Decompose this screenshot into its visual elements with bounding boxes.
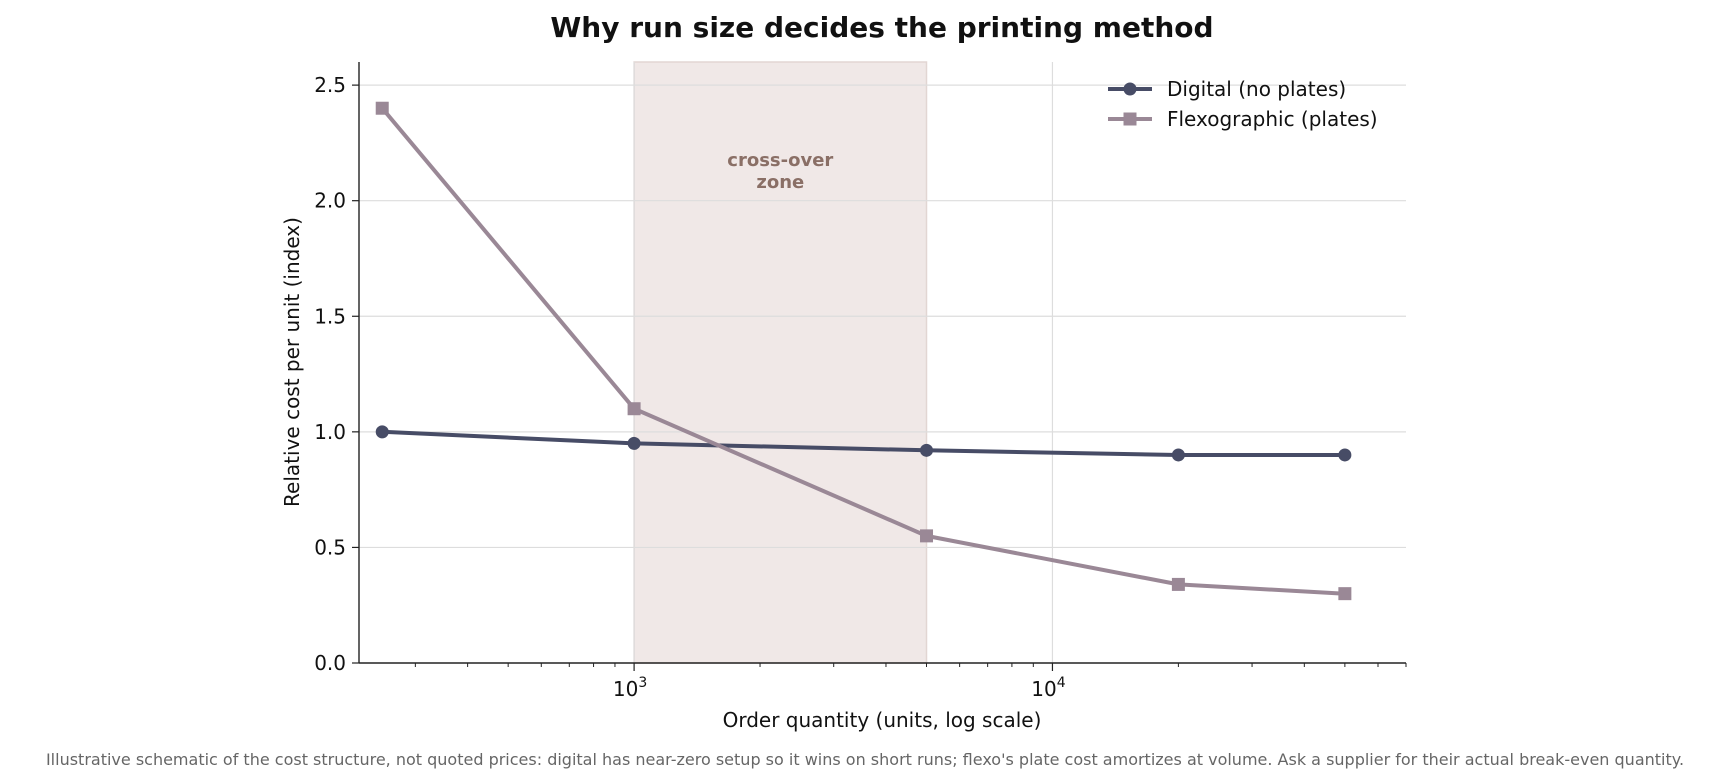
y-tick-label: 1.5 — [314, 304, 346, 328]
data-point-1 — [627, 402, 641, 416]
y-tick-label: 2.0 — [314, 189, 346, 213]
data-point-0 — [627, 436, 641, 450]
crossover-zone — [633, 61, 928, 664]
y-tick-label: 1.0 — [314, 420, 346, 444]
legend-marker-0 — [1123, 82, 1137, 96]
data-point-0 — [920, 443, 934, 457]
y-axis-label: Relative cost per unit (index) — [280, 217, 304, 507]
x-tick-label: 103 — [613, 675, 647, 701]
data-point-1 — [375, 101, 389, 115]
legend: Digital (no plates) Flexographic (plates) — [1108, 77, 1378, 131]
legend-label-1: Flexographic (plates) — [1167, 107, 1378, 131]
series-layer — [375, 101, 1352, 601]
data-point-0 — [1171, 448, 1185, 462]
x-tick-label: 104 — [1031, 675, 1065, 701]
crossover-zone-label: zone — [756, 172, 804, 193]
footnote-caption: Illustrative schematic of the cost struc… — [46, 750, 1684, 769]
legend-marker-1 — [1123, 112, 1137, 126]
crossover-zone-label: cross-over — [727, 150, 833, 171]
data-point-1 — [1338, 587, 1352, 601]
data-point-1 — [920, 529, 934, 543]
data-point-1 — [1171, 577, 1185, 591]
data-point-0 — [375, 425, 389, 439]
y-tick-label: 2.5 — [314, 73, 346, 97]
chart-title: Why run size decides the printing method — [550, 11, 1213, 44]
x-axis-label: Order quantity (units, log scale) — [723, 708, 1042, 732]
y-tick-label: 0.0 — [314, 651, 346, 675]
legend-label-0: Digital (no plates) — [1167, 77, 1346, 101]
y-tick-label: 0.5 — [314, 535, 346, 559]
grid-layer — [359, 62, 1406, 663]
axes-layer: 0.0 0.5 1.0 1.5 2.0 2.5 103 104 — [314, 62, 1407, 701]
data-point-0 — [1338, 448, 1352, 462]
